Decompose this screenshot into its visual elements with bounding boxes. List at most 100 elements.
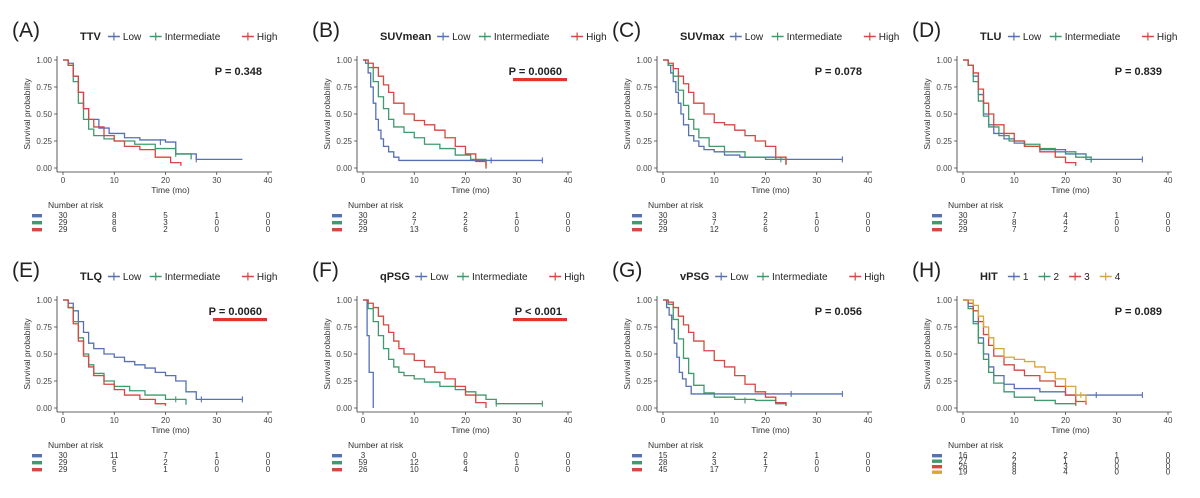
risk-value: 0 (566, 211, 571, 220)
p-value: P = 0.078 (815, 66, 862, 78)
legend-label: High (257, 32, 278, 43)
risk-row-swatch (332, 228, 342, 232)
risk-value: 1 (815, 211, 820, 220)
km-curve-high (63, 299, 167, 406)
x-tick-label: 10 (710, 176, 719, 185)
y-tick-label: 1.00 (636, 296, 652, 305)
panel-tlu: (D) TLU Low Intermediate High 0.00 0.25 0.50 0.7… (912, 19, 1177, 234)
risk-row-swatch (332, 454, 342, 458)
km-curve-3 (963, 299, 1087, 405)
legend-label: High (879, 32, 900, 43)
legend-label: Low (123, 32, 142, 43)
risk-value: 0 (266, 465, 271, 474)
km-curve-low (63, 299, 243, 401)
risk-value: 16 (959, 451, 968, 460)
risk-row-swatch (932, 470, 942, 474)
risk-value: 7 (163, 451, 168, 460)
y-tick-label: 0.25 (936, 377, 952, 386)
x-tick-label: 40 (564, 176, 573, 185)
risk-value: 2 (1063, 225, 1068, 234)
chart-title: SUVmax (680, 31, 726, 43)
panel-label: (A) (12, 19, 40, 42)
legend-label: Intermediate (772, 272, 828, 283)
p-value: P = 0.839 (1115, 66, 1162, 78)
risk-table-title: Number at risk (48, 440, 104, 450)
panel-vpsg: (G) vPSG Low Intermediate High 0.00 0.25 0.50 0.… (612, 259, 885, 474)
panel-tlq: (E) TLQ Low Intermediate High 0.00 0.25 0.50 0.7… (12, 259, 277, 474)
km-curve-intermediate (663, 299, 787, 406)
y-tick-label: 0.00 (336, 164, 352, 173)
x-tick-label: 20 (461, 176, 470, 185)
risk-table-title: Number at risk (48, 200, 104, 210)
x-tick-label: 10 (110, 416, 119, 425)
risk-value: 8 (112, 218, 117, 227)
km-curve-intermediate (363, 299, 543, 405)
y-tick-label: 0.50 (336, 350, 352, 359)
risk-value: 2 (763, 211, 768, 220)
risk-value: 0 (866, 465, 871, 474)
risk-row-swatch (32, 221, 42, 225)
y-tick-label: 0.75 (936, 83, 952, 92)
risk-value: 0 (215, 225, 220, 234)
panel-qpsg: (F) qPSG Low Intermediate High 0.00 0.25 0.50 0.… (312, 259, 585, 474)
risk-value: 0 (412, 451, 417, 460)
x-tick-label: 10 (1010, 176, 1019, 185)
chart-title: HIT (980, 271, 998, 283)
risk-value: 29 (59, 225, 68, 234)
x-tick-label: 40 (864, 176, 873, 185)
risk-row-swatch (332, 214, 342, 218)
risk-value: 2 (1012, 451, 1017, 460)
y-tick-label: 0.75 (36, 323, 52, 332)
legend-label: 3 (1084, 272, 1090, 283)
risk-value: 1 (1115, 451, 1120, 460)
risk-row-swatch (632, 228, 642, 232)
risk-value: 0 (1166, 211, 1171, 220)
risk-value: 0 (866, 458, 871, 467)
y-tick-label: 0.50 (936, 350, 952, 359)
legend-label: High (257, 272, 278, 283)
risk-value: 0 (463, 451, 468, 460)
risk-value: 0 (866, 218, 871, 227)
x-tick-label: 0 (361, 176, 366, 185)
risk-row-swatch (932, 465, 942, 469)
y-tick-label: 0.25 (936, 137, 952, 146)
risk-value: 0 (1166, 218, 1171, 227)
risk-value: 30 (59, 211, 68, 220)
legend-label: Low (730, 272, 749, 283)
km-curve-intermediate (363, 59, 487, 166)
x-axis-label: Time (mo) (151, 425, 190, 435)
risk-value: 30 (659, 211, 668, 220)
y-tick-label: 1.00 (936, 296, 952, 305)
risk-value: 2 (763, 218, 768, 227)
y-axis-label: Survival probability (922, 318, 932, 390)
y-tick-label: 0.25 (636, 377, 652, 386)
risk-row-swatch (32, 454, 42, 458)
chart-title: qPSG (380, 271, 410, 283)
risk-value: 26 (959, 462, 968, 471)
risk-value: 4 (1063, 468, 1068, 477)
y-axis-label: Survival probability (322, 318, 332, 390)
legend-label: Low (745, 32, 764, 43)
risk-table-title: Number at risk (648, 200, 704, 210)
x-tick-label: 0 (61, 176, 66, 185)
risk-row-swatch (32, 228, 42, 232)
risk-table-title: Number at risk (348, 200, 404, 210)
x-tick-label: 30 (812, 416, 821, 425)
legend-label: Low (123, 272, 142, 283)
panel-suvmean: (B) SUVmean Low Intermediate High 0.00 0.25 0.5… (312, 19, 607, 234)
chart-title: SUVmean (380, 31, 432, 43)
legend-label: High (564, 272, 585, 283)
x-tick-label: 20 (761, 416, 770, 425)
risk-value: 0 (1166, 462, 1171, 471)
risk-value: 29 (359, 225, 368, 234)
y-tick-label: 1.00 (936, 56, 952, 65)
y-tick-label: 0.25 (636, 137, 652, 146)
x-axis-label: Time (mo) (751, 185, 790, 195)
risk-value: 0 (1166, 457, 1171, 466)
km-curve-high (663, 59, 787, 165)
y-axis-label: Survival probability (22, 318, 32, 390)
risk-value: 0 (1115, 468, 1120, 477)
risk-value: 1 (163, 465, 168, 474)
legend-label: Intermediate (165, 272, 221, 283)
